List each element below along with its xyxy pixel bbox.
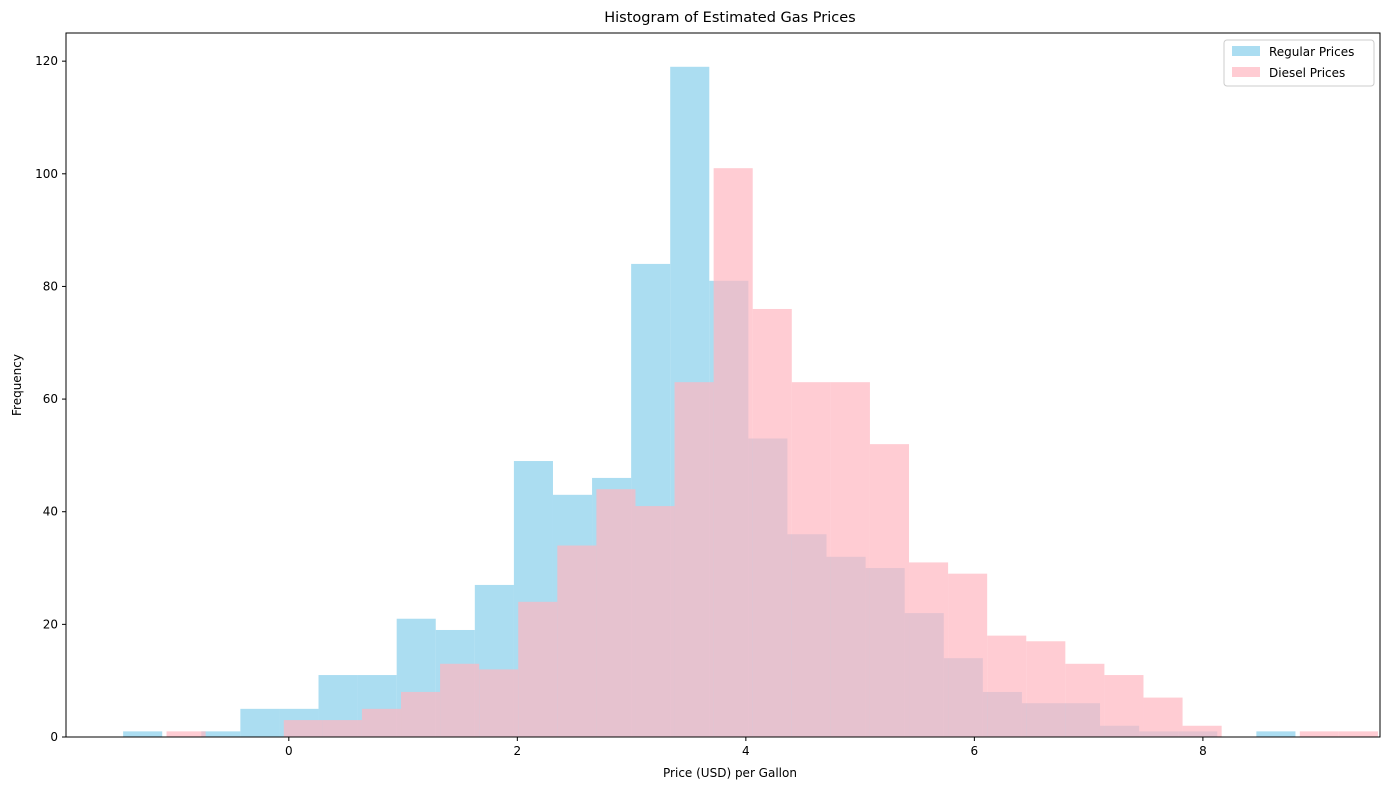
histogram-bar-diesel [518, 601, 558, 737]
x-axis-label: Price (USD) per Gallon [663, 766, 797, 780]
histogram-bar-diesel [1299, 731, 1339, 737]
histogram-bar-regular [1256, 731, 1296, 737]
histogram-bar-diesel [948, 573, 988, 737]
legend-label-regular: Regular Prices [1269, 45, 1354, 59]
histogram-bar-diesel [557, 545, 597, 737]
x-tick-label: 4 [742, 744, 750, 758]
y-axis-ticks: 0 20 40 60 80 100 120 [35, 54, 66, 744]
histogram-bar-diesel [909, 562, 949, 737]
bars-layer [123, 66, 1378, 738]
histogram-bar-diesel [752, 308, 792, 737]
y-tick-label: 20 [43, 617, 58, 631]
histogram-bar-diesel [987, 635, 1027, 737]
histogram-bar-diesel [1338, 731, 1378, 737]
histogram-bar-regular [240, 708, 280, 737]
y-axis-label: Frequency [10, 354, 24, 416]
histogram-bar-diesel [479, 669, 519, 737]
histogram-bar-diesel [674, 382, 714, 737]
y-tick-label: 100 [35, 167, 58, 181]
histogram-bar-diesel [869, 444, 910, 737]
histogram-bar-diesel [166, 731, 206, 737]
legend-swatch-regular [1232, 46, 1260, 56]
x-tick-label: 6 [971, 744, 979, 758]
y-tick-label: 0 [50, 730, 58, 744]
legend: Regular Prices Diesel Prices [1223, 39, 1375, 87]
histogram-bar-regular [123, 731, 163, 737]
histogram-bar-diesel [1065, 663, 1105, 737]
x-tick-label: 2 [514, 744, 522, 758]
histogram-bar-regular [201, 731, 241, 737]
histogram-bar-diesel [713, 168, 753, 738]
legend-swatch-diesel [1232, 67, 1260, 77]
histogram-bar-diesel [791, 382, 831, 737]
x-tick-label: 8 [1199, 744, 1207, 758]
y-tick-label: 60 [43, 392, 58, 406]
histogram-bar-diesel [1026, 641, 1066, 737]
legend-label-diesel: Diesel Prices [1269, 66, 1345, 80]
y-tick-label: 120 [35, 54, 58, 68]
histogram-bar-diesel [440, 663, 480, 737]
histogram-bar-diesel [361, 708, 402, 737]
histogram-bar-diesel [596, 489, 636, 737]
histogram-bar-diesel [635, 506, 675, 737]
histogram-bar-diesel [322, 720, 362, 737]
histogram-bar-diesel [1104, 675, 1144, 737]
histogram-bar-diesel [1143, 697, 1183, 737]
y-tick-label: 80 [43, 279, 58, 293]
legend-box [1223, 39, 1375, 87]
histogram-bar-diesel [830, 382, 870, 737]
histogram-bar-diesel [1182, 725, 1222, 737]
x-tick-label: 0 [285, 744, 293, 758]
x-axis-ticks: 0 2 4 6 8 [285, 737, 1207, 758]
y-tick-label: 40 [43, 505, 58, 519]
chart-title: Histogram of Estimated Gas Prices [604, 10, 855, 26]
histogram-bar-diesel [283, 720, 323, 737]
histogram-bar-diesel [401, 691, 441, 737]
plot-frame [65, 32, 1381, 738]
